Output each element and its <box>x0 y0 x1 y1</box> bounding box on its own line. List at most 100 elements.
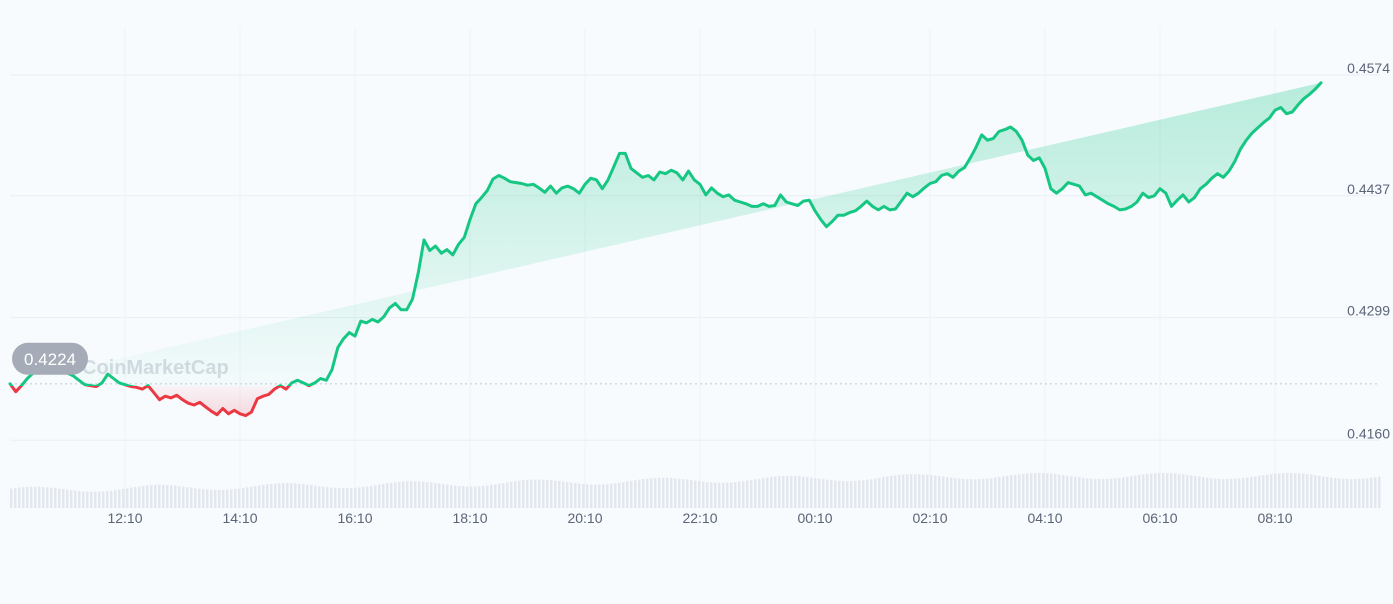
volume-bar <box>830 480 833 508</box>
volume-bar <box>1202 477 1205 508</box>
x-tick-label: 02:10 <box>912 510 947 526</box>
volume-bar <box>134 487 137 508</box>
volume-bar <box>666 477 669 508</box>
volume-bar <box>186 487 189 508</box>
volume-bar <box>266 484 269 508</box>
volume-bar <box>1114 478 1117 508</box>
volume-bar <box>518 480 521 508</box>
volume-bar <box>34 486 37 508</box>
volume-bar <box>694 480 697 508</box>
volume-bar <box>1246 477 1249 508</box>
volume-bar <box>1158 473 1161 508</box>
volume-bar <box>658 477 661 508</box>
volume-bar <box>502 483 505 508</box>
x-tick-label: 06:10 <box>1142 510 1177 526</box>
volume-bar <box>1310 474 1313 508</box>
volume-bar <box>18 487 21 508</box>
volume-bar <box>630 480 633 508</box>
volume-bar <box>1366 478 1369 508</box>
volume-bar <box>310 485 313 508</box>
volume-bar <box>490 484 493 508</box>
volume-bar <box>1358 478 1361 508</box>
volume-bar <box>434 483 437 508</box>
volume-bar <box>626 481 629 508</box>
volume-bar <box>318 486 321 508</box>
volume-bar <box>698 481 701 508</box>
volume-bar <box>726 482 729 508</box>
volume-bar <box>882 477 885 508</box>
volume-bar <box>102 491 105 508</box>
x-tick-label: 16:10 <box>337 510 372 526</box>
volume-bar <box>654 477 657 508</box>
volume-bar <box>978 479 981 508</box>
volume-bar <box>554 480 557 508</box>
volume-bar <box>118 489 121 508</box>
volume-bar <box>334 487 337 508</box>
volume-bar <box>1170 473 1173 508</box>
volume-bar <box>974 479 977 508</box>
volume-bar <box>562 481 565 508</box>
volume-bar <box>402 481 405 508</box>
volume-bar <box>1054 474 1057 508</box>
volume-bar <box>370 485 373 508</box>
volume-bar <box>1026 473 1029 508</box>
volume-bar <box>646 478 649 508</box>
volume-bar <box>566 482 569 508</box>
volume-bar <box>854 480 857 508</box>
volume-bar <box>278 483 281 508</box>
volume-bar <box>642 479 645 508</box>
volume-bar <box>866 479 869 508</box>
volume-bar <box>622 482 625 508</box>
volume-bar <box>662 477 665 508</box>
volume-bar <box>902 474 905 508</box>
volume-bar <box>170 485 173 508</box>
volume-bar <box>782 475 785 508</box>
volume-bar <box>506 482 509 508</box>
volume-bar <box>1206 477 1209 508</box>
volume-bar <box>886 476 889 508</box>
volume-bar <box>354 487 357 508</box>
volume-bar <box>890 475 893 508</box>
volume-bar <box>758 478 761 508</box>
volume-bar <box>838 480 841 508</box>
volume-bar <box>1018 474 1021 508</box>
volume-bar <box>10 488 13 508</box>
volume-bar <box>346 488 349 508</box>
volume-bar <box>454 485 457 508</box>
volume-bar <box>1274 473 1277 508</box>
volume-bar <box>530 479 533 508</box>
baseline-badge-background <box>12 342 88 375</box>
volume-bar <box>234 489 237 508</box>
area-fill-above-baseline <box>10 82 1321 386</box>
volume-bar <box>1086 478 1089 508</box>
volume-bar <box>990 478 993 508</box>
volume-bar <box>894 475 897 508</box>
volume-bar <box>414 481 417 508</box>
volume-bar <box>1046 473 1049 508</box>
volume-bar <box>898 474 901 508</box>
volume-bar <box>590 484 593 508</box>
volume-bar <box>542 479 545 508</box>
volume-bar <box>934 475 937 508</box>
baseline-badge-label: 0.4224 <box>24 350 76 369</box>
volume-bar <box>1010 475 1013 508</box>
price-line-below-baseline <box>9 386 312 418</box>
volume-bar <box>22 487 25 508</box>
volume-bar <box>430 482 433 508</box>
volume-bar <box>906 474 909 508</box>
volume-bar <box>966 479 969 508</box>
volume-bar <box>794 476 797 508</box>
x-axis-ticks: 12:10 14:10 16:10 18:10 20:10 22:10 00:10 02:10… <box>107 510 1292 526</box>
volume-bar <box>250 486 253 508</box>
volume-bar <box>998 477 1001 508</box>
volume-bar <box>1070 476 1073 508</box>
volume-bar <box>390 482 393 508</box>
volume-bar <box>1334 477 1337 508</box>
volume-bar <box>614 483 617 508</box>
x-tick-label: 12:10 <box>107 510 142 526</box>
volume-bar <box>754 479 757 508</box>
volume-bar <box>466 486 469 508</box>
volume-bar <box>162 484 165 508</box>
volume-bar <box>122 488 125 508</box>
volume-bar <box>514 481 517 508</box>
